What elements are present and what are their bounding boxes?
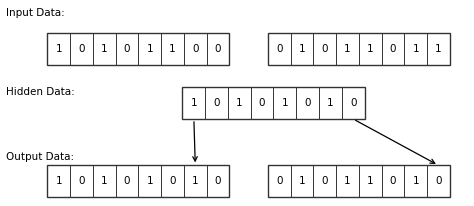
Text: 0: 0 xyxy=(259,98,265,108)
Text: 0: 0 xyxy=(169,176,176,186)
Text: 0: 0 xyxy=(124,176,130,186)
Text: 0: 0 xyxy=(78,44,85,54)
Text: 1: 1 xyxy=(146,44,153,54)
Text: 1: 1 xyxy=(282,98,288,108)
Text: 1: 1 xyxy=(412,44,419,54)
Text: 0: 0 xyxy=(276,44,283,54)
Text: 1: 1 xyxy=(146,176,153,186)
Text: 1: 1 xyxy=(344,44,351,54)
Text: 1: 1 xyxy=(367,44,374,54)
Text: 0: 0 xyxy=(321,176,328,186)
Bar xyxy=(182,87,365,119)
Text: 1: 1 xyxy=(344,176,351,186)
Text: 1: 1 xyxy=(299,44,305,54)
Text: Input Data:: Input Data: xyxy=(6,8,64,18)
Text: 1: 1 xyxy=(327,98,334,108)
Text: 1: 1 xyxy=(101,44,108,54)
Text: 1: 1 xyxy=(367,176,374,186)
Text: 1: 1 xyxy=(55,44,62,54)
Text: 1: 1 xyxy=(412,176,419,186)
Text: 1: 1 xyxy=(192,176,199,186)
Text: 0: 0 xyxy=(124,44,130,54)
Text: 0: 0 xyxy=(276,176,283,186)
Text: 1: 1 xyxy=(236,98,243,108)
Text: 0: 0 xyxy=(435,176,442,186)
Text: 0: 0 xyxy=(215,44,221,54)
Text: 0: 0 xyxy=(304,98,311,108)
Text: 1: 1 xyxy=(299,176,305,186)
Text: 0: 0 xyxy=(390,176,396,186)
Text: 0: 0 xyxy=(78,176,85,186)
Text: 1: 1 xyxy=(169,44,176,54)
Text: 1: 1 xyxy=(101,176,108,186)
Bar xyxy=(268,34,450,66)
Bar xyxy=(268,165,450,197)
Text: 1: 1 xyxy=(435,44,442,54)
Text: 1: 1 xyxy=(191,98,197,108)
Text: 0: 0 xyxy=(390,44,396,54)
Bar xyxy=(47,165,229,197)
Text: 0: 0 xyxy=(350,98,356,108)
Text: 0: 0 xyxy=(213,98,220,108)
Bar xyxy=(47,34,229,66)
Text: Hidden Data:: Hidden Data: xyxy=(6,87,74,97)
Text: 0: 0 xyxy=(321,44,328,54)
Text: 1: 1 xyxy=(55,176,62,186)
Text: 0: 0 xyxy=(192,44,199,54)
Text: 0: 0 xyxy=(215,176,221,186)
Text: Output Data:: Output Data: xyxy=(6,152,74,163)
